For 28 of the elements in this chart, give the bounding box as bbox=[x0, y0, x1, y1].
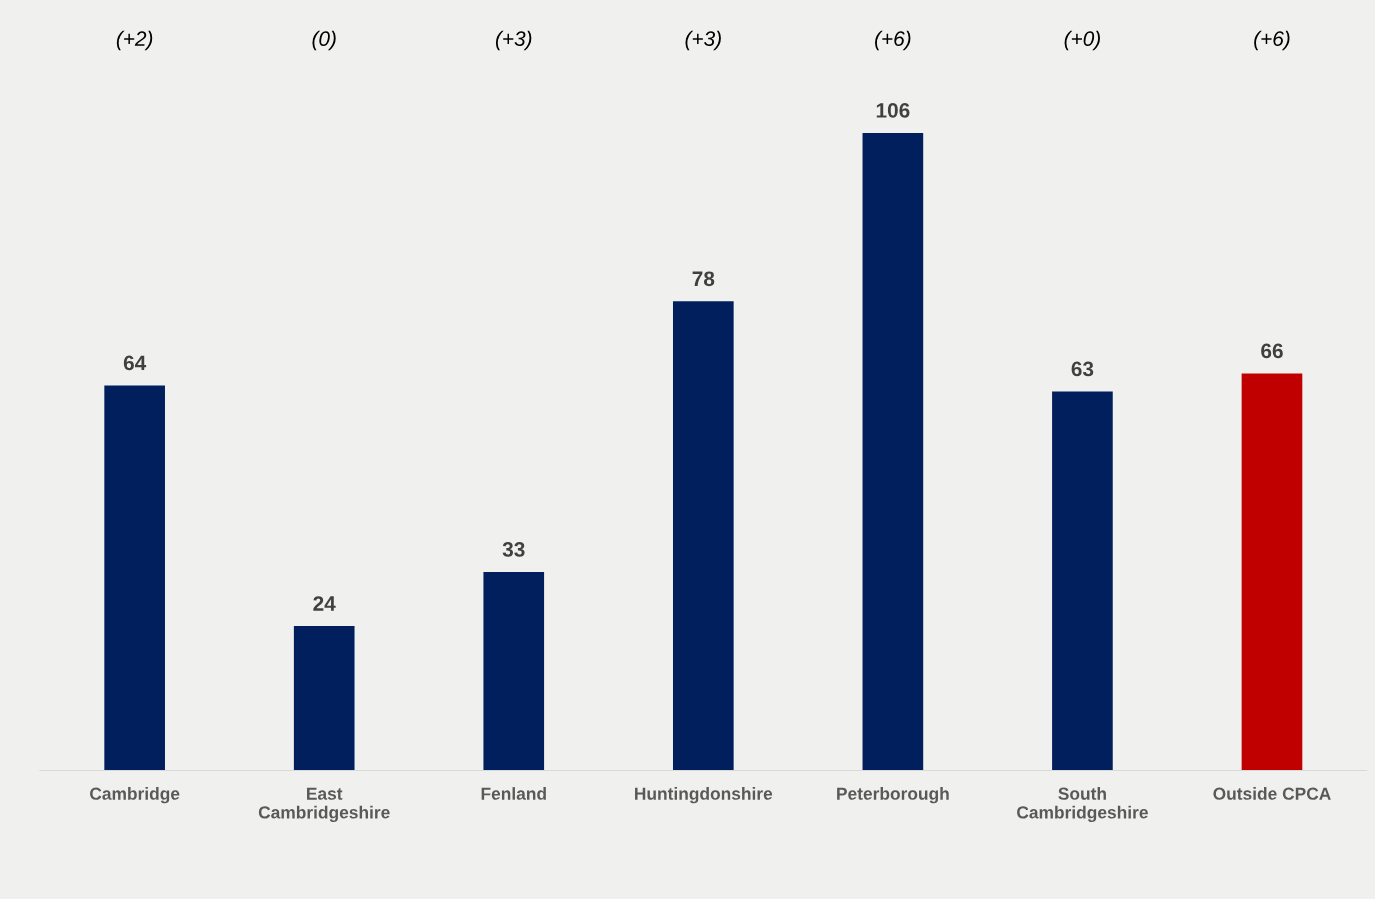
text: (+6) bbox=[875, 30, 911, 51]
x-tick-label: East Cambridgeshire bbox=[258, 787, 390, 823]
bar bbox=[104, 385, 165, 771]
bar bbox=[293, 626, 355, 771]
text: (+6) bbox=[1254, 30, 1290, 51]
bar bbox=[1241, 373, 1303, 771]
text: (+3) bbox=[685, 30, 721, 51]
data-label: 33 bbox=[502, 542, 525, 557]
x-tick-label: South Cambridgeshire bbox=[1017, 787, 1148, 823]
bar bbox=[672, 301, 734, 771]
text: (+3) bbox=[495, 30, 532, 51]
text: (+0) bbox=[1064, 30, 1100, 51]
x-tick-label: Huntingdonshire bbox=[635, 787, 773, 804]
data-label: 106 bbox=[876, 102, 910, 118]
bar bbox=[862, 132, 924, 771]
x-tick-label: Cambridge bbox=[90, 787, 180, 804]
data-label: 78 bbox=[692, 271, 715, 287]
data-label: 66 bbox=[1261, 343, 1283, 359]
x-tick-label: Peterborough bbox=[837, 787, 949, 804]
data-label: 64 bbox=[123, 355, 147, 371]
data-label: 24 bbox=[313, 596, 336, 611]
x-tick-label: Fenland bbox=[481, 787, 546, 800]
text: (0) bbox=[312, 30, 336, 51]
x-tick-label: Outside CPCA bbox=[1213, 787, 1331, 800]
data-label: 63 bbox=[1071, 361, 1094, 377]
bar bbox=[1052, 391, 1113, 771]
text: (+2) bbox=[116, 30, 153, 51]
bar bbox=[483, 571, 545, 771]
